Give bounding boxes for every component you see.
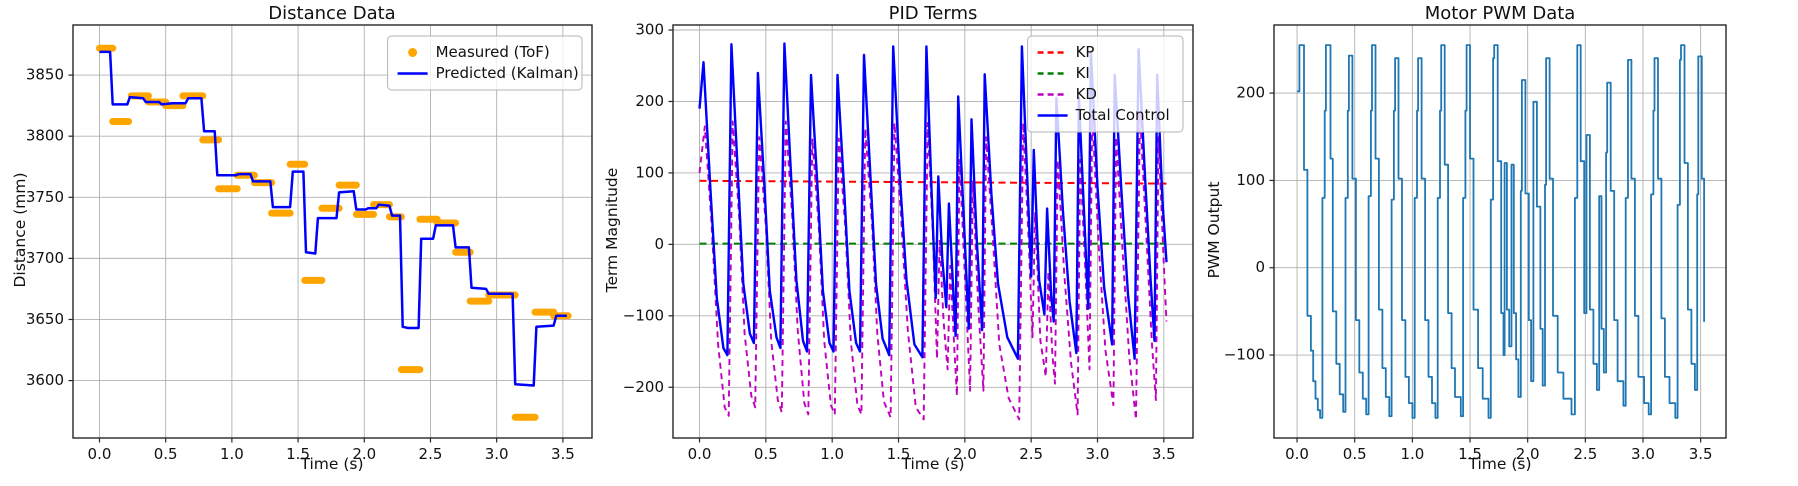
x-tick-label: 1.5 xyxy=(1458,445,1482,463)
series-total-control xyxy=(698,42,1168,360)
x-tick-label: 3.5 xyxy=(1689,445,1713,463)
total-control-legend-label: Total Control xyxy=(1075,106,1170,124)
legend: Measured (ToF) Predicted (Kalman) xyxy=(387,35,583,91)
x-tick-label: 0.0 xyxy=(88,445,112,463)
x-tick-label: 3.0 xyxy=(485,445,509,463)
y-tick-label: 200 xyxy=(635,92,664,110)
y-tick-label: 0 xyxy=(1255,258,1265,276)
plot-2-yaxis-label: Term Magnitude xyxy=(603,167,621,293)
x-tick-label: 2.0 xyxy=(953,445,977,463)
plot-3-yaxis-label: PWM Output xyxy=(1205,181,1223,279)
predicted-kalman-legend-label: Predicted (Kalman) xyxy=(436,64,579,82)
y-tick-label: 3600 xyxy=(26,371,64,389)
x-tick-label: 2.0 xyxy=(352,445,376,463)
series-pwm xyxy=(1297,44,1705,419)
x-tick-label: 0.5 xyxy=(1343,445,1367,463)
plot-2-title: PID Terms xyxy=(888,3,978,24)
y-tick-label: 3750 xyxy=(26,188,64,206)
plot-1: 0.0 0.5 1.0 1.5 2.0 2.5 3.0 3.5 3600 3650 3700 3750… xyxy=(26,24,593,463)
series-kp xyxy=(699,179,1167,185)
x-tick-label: 2.0 xyxy=(1516,445,1540,463)
x-tick-label: 0.0 xyxy=(688,445,712,463)
measured-tof-legend-marker xyxy=(408,48,418,57)
x-tick-label: 3.5 xyxy=(551,445,575,463)
measured-tof-legend-label: Measured (ToF) xyxy=(436,43,550,61)
plot-3-xaxis-label: Time (s) xyxy=(1468,455,1532,473)
y-tick-label: 300 xyxy=(635,21,664,39)
x-tick-label: 2.5 xyxy=(1573,445,1597,463)
x-tick-label: 0.0 xyxy=(1285,445,1309,463)
plot-1-xaxis-label: Time (s) xyxy=(300,455,364,473)
x-tick-label: 1.5 xyxy=(286,445,310,463)
x-tick-label: 1.0 xyxy=(1400,445,1424,463)
y-tick-label: −100 xyxy=(1224,346,1265,364)
x-tick-label: 2.5 xyxy=(419,445,443,463)
x-tick-label: 2.5 xyxy=(1019,445,1043,463)
y-tick-label: 3800 xyxy=(26,127,64,145)
y-tick-label: 100 xyxy=(1236,171,1265,189)
legend: KP KI KD Total Control xyxy=(1027,35,1184,133)
y-tick-label: 3700 xyxy=(26,249,64,267)
x-tick-label: 0.5 xyxy=(154,445,178,463)
x-tick-label: 3.5 xyxy=(1152,445,1176,463)
x-tick-label: 1.0 xyxy=(820,445,844,463)
y-tick-label: −100 xyxy=(623,306,664,324)
y-tick-label: 200 xyxy=(1236,84,1265,102)
plot-3: 0.0 0.5 1.0 1.5 2.0 2.5 3.0 3.5 −100 0 100 200 xyxy=(1224,24,1727,463)
plot-2: 0.0 0.5 1.0 1.5 2.0 2.5 3.0 3.5 −200 −100 0 100 200 3… xyxy=(623,21,1194,463)
x-tick-label: 0.5 xyxy=(754,445,778,463)
y-tick-label: 0 xyxy=(654,235,664,253)
plot-3-title: Motor PWM Data xyxy=(1424,3,1576,24)
plot-2-xaxis-label: Time (s) xyxy=(901,455,965,473)
plot-1-yaxis-label: Distance (mm) xyxy=(11,172,29,288)
x-tick-label: 1.0 xyxy=(220,445,244,463)
y-tick-label: 3650 xyxy=(26,310,64,328)
series-predicted-kalman xyxy=(99,50,567,387)
ki-legend-label: KI xyxy=(1076,64,1090,82)
y-tick-label: −200 xyxy=(623,378,664,396)
x-tick-label: 3.0 xyxy=(1631,445,1655,463)
y-tick-label: 100 xyxy=(635,163,664,181)
x-tick-label: 1.5 xyxy=(887,445,911,463)
x-tick-label: 3.0 xyxy=(1086,445,1110,463)
series-kd xyxy=(698,111,1168,421)
plot-1-title: Distance Data xyxy=(268,3,396,24)
kd-legend-label: KD xyxy=(1076,85,1097,103)
kp-legend-label: KP xyxy=(1076,43,1095,61)
y-tick-label: 3850 xyxy=(26,66,64,84)
